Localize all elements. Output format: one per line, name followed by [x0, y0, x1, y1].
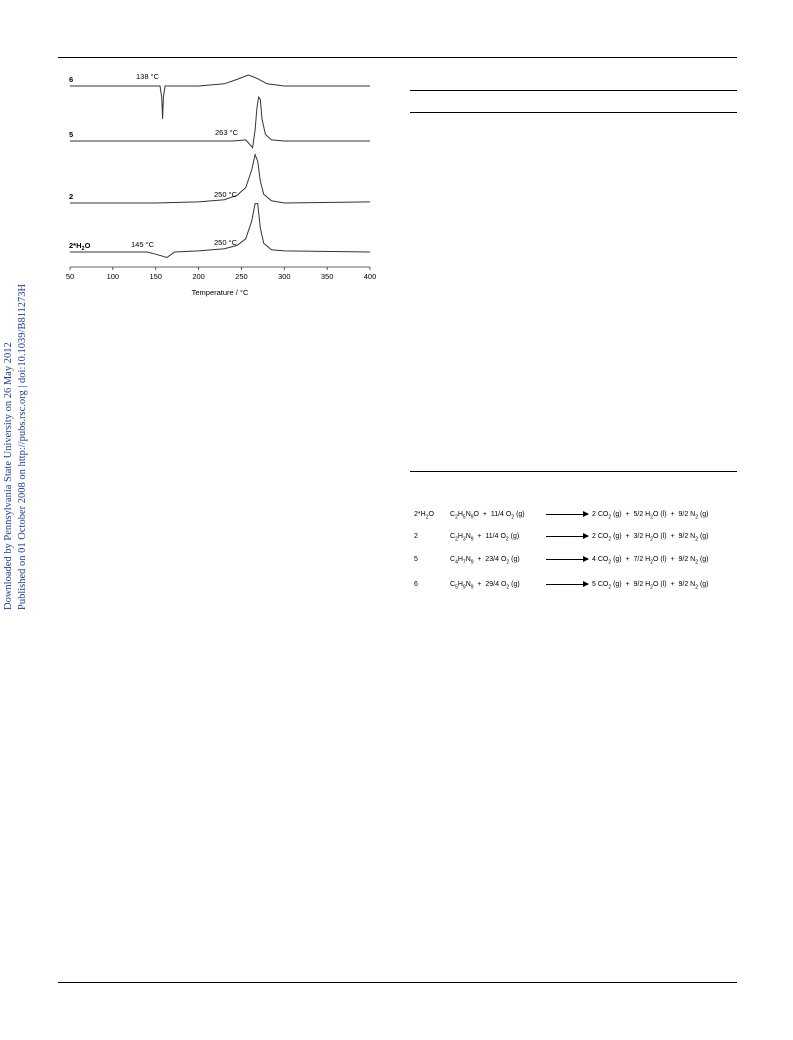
- header-rule: [58, 57, 737, 59]
- temperature-annotation: 250 °C: [214, 190, 238, 199]
- reaction-arrow-icon: [546, 511, 589, 517]
- temperature-annotation: 145 °C: [131, 240, 155, 249]
- equation-row: 2 C2H3N9 + 11/4 O2 (g) 2 CO2 (g) + 3/2 H…: [410, 530, 740, 544]
- equation-reactants: C4H7N9 + 23/4 O2 (g): [450, 556, 520, 566]
- temperature-annotation: 138 °C: [136, 72, 160, 81]
- dsc-trace-line: [70, 95, 370, 149]
- trace-label: 5: [69, 130, 73, 139]
- equation-row: 5 C4H7N9 + 23/4 O2 (g) 4 CO2 (g) + 7/2 H…: [410, 553, 740, 567]
- publication-info-text: Published on 01 October 2008 on http://p…: [17, 283, 28, 610]
- equation-reactants: C5H9N9 + 29/4 O2 (g): [450, 581, 520, 591]
- trace-label: 2*H2O: [69, 241, 91, 252]
- x-tick-label: 350: [321, 272, 334, 281]
- equation-products: 5 CO2 (g) + 9/2 H2O (l) + 9/2 N2 (g): [592, 581, 709, 591]
- temperature-annotation: 250 °C: [214, 238, 238, 247]
- equation-compound-label: 5: [414, 556, 418, 563]
- footer-rule: [58, 982, 737, 984]
- x-tick-label: 300: [278, 272, 291, 281]
- equation-reactants: C2H5N9O + 11/4 O2 (g): [450, 511, 525, 521]
- equation-reactants: C2H3N9 + 11/4 O2 (g): [450, 533, 520, 543]
- equation-compound-label: 2: [414, 533, 418, 540]
- x-tick-label: 100: [107, 272, 120, 281]
- equation-products: 2 CO2 (g) + 5/2 H2O (l) + 9/2 N2 (g): [592, 511, 709, 521]
- table-header-rule: [410, 112, 737, 113]
- reaction-arrow-icon: [546, 556, 589, 562]
- dsc-trace-line: [70, 74, 370, 120]
- x-axis-title: Temperature / °C: [192, 288, 249, 297]
- trace-label: 6: [69, 75, 73, 84]
- table-bottom-rule: [410, 471, 737, 472]
- equation-row: 2*H2O C2H5N9O + 11/4 O2 (g) 2 CO2 (g) + …: [410, 508, 740, 522]
- dsc-trace-line: [70, 152, 371, 204]
- equation-compound-label: 6: [414, 581, 418, 588]
- equation-row: 6 C5H9N9 + 29/4 O2 (g) 5 CO2 (g) + 9/2 H…: [410, 578, 740, 592]
- download-watermark: Downloaded by Pennsylvania State Univers…: [0, 270, 30, 610]
- trace-label: 2: [69, 192, 73, 201]
- dsc-trace-line: [70, 203, 371, 259]
- reaction-arrow-icon: [546, 581, 589, 587]
- reaction-arrow-icon: [546, 533, 589, 539]
- table-top-rule: [410, 90, 737, 91]
- equation-compound-label: 2*H2O: [414, 511, 434, 521]
- x-tick-label: 200: [192, 272, 205, 281]
- combustion-equations: 2*H2O C2H5N9O + 11/4 O2 (g) 2 CO2 (g) + …: [410, 508, 740, 598]
- x-tick-label: 150: [149, 272, 162, 281]
- x-tick-label: 400: [364, 272, 377, 281]
- equation-products: 4 CO2 (g) + 7/2 H2O (l) + 9/2 N2 (g): [592, 556, 709, 566]
- x-tick-label: 250: [235, 272, 248, 281]
- x-tick-label: 50: [66, 272, 74, 281]
- equation-products: 2 CO2 (g) + 3/2 H2O (l) + 9/2 N2 (g): [592, 533, 709, 543]
- dsc-figure: 6 138 °C 5 263 °C 2 250 °C 2*H2O 145 °C 250 °C 5…: [58, 66, 388, 306]
- temperature-annotation: 263 °C: [215, 128, 239, 137]
- download-info-text: Downloaded by Pennsylvania State Univers…: [3, 342, 14, 610]
- dsc-plot: 6 138 °C 5 263 °C 2 250 °C 2*H2O 145 °C 250 °C 5…: [66, 72, 377, 297]
